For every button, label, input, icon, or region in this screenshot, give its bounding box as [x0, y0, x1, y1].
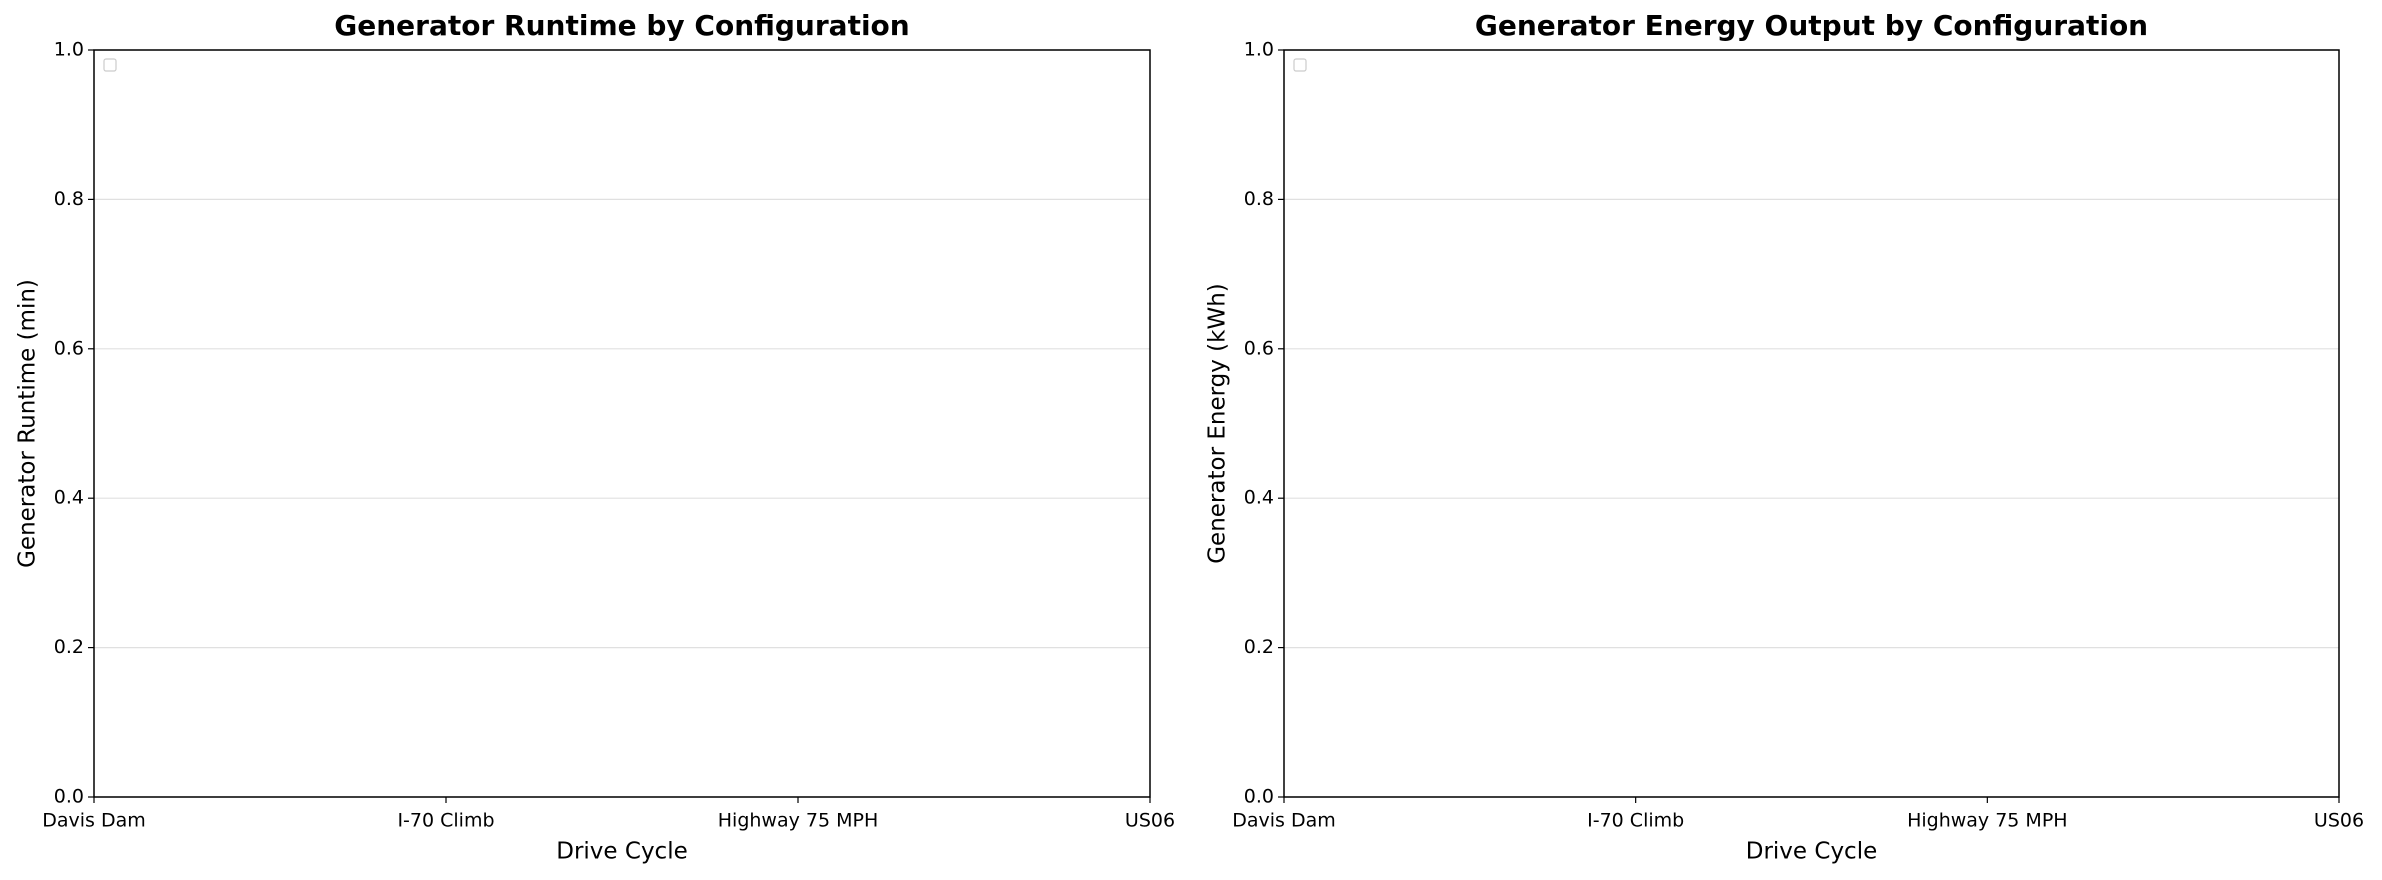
x-tick-label: I-70 Climb	[397, 810, 494, 832]
x-axis-label: Drive Cycle	[556, 839, 688, 865]
x-tick-label: Highway 75 MPH	[718, 810, 879, 832]
y-tick-label: 1.0	[54, 39, 84, 61]
y-tick-label: 0.8	[54, 188, 84, 210]
y-tick-label: 0.6	[54, 337, 84, 359]
y-tick-label: 0.0	[1244, 786, 1274, 808]
y-tick-label: 0.6	[1244, 337, 1274, 359]
x-tick-label: US06	[1125, 810, 1175, 832]
y-tick-label: 0.8	[1244, 188, 1274, 210]
chart-title: Generator Energy Output by Configuration	[1475, 9, 2148, 42]
chart-title: Generator Runtime by Configuration	[334, 9, 909, 42]
y-tick-label: 0.4	[1244, 487, 1274, 509]
plot-frame	[1283, 49, 2340, 798]
x-tick-label: US06	[2314, 810, 2364, 832]
y-tick-label: 1.0	[1244, 39, 1274, 61]
x-tick-label: I-70 Climb	[1587, 810, 1684, 832]
y-tick-label: 0.4	[54, 487, 84, 509]
y-axis-label: Generator Runtime (min)	[15, 279, 41, 568]
x-tick-label: Highway 75 MPH	[1907, 810, 2068, 832]
legend	[1293, 58, 1307, 72]
x-axis-label: Drive Cycle	[1746, 839, 1878, 865]
y-tick-label: 0.2	[54, 636, 84, 658]
y-tick-label: 0.0	[54, 786, 84, 808]
legend	[103, 58, 117, 72]
x-tick-label: Davis Dam	[42, 810, 146, 832]
x-tick-label: Davis Dam	[1232, 810, 1336, 832]
y-axis-label: Generator Energy (kWh)	[1205, 283, 1231, 564]
y-tick-label: 0.2	[1244, 636, 1274, 658]
plot-frame	[93, 49, 1151, 798]
